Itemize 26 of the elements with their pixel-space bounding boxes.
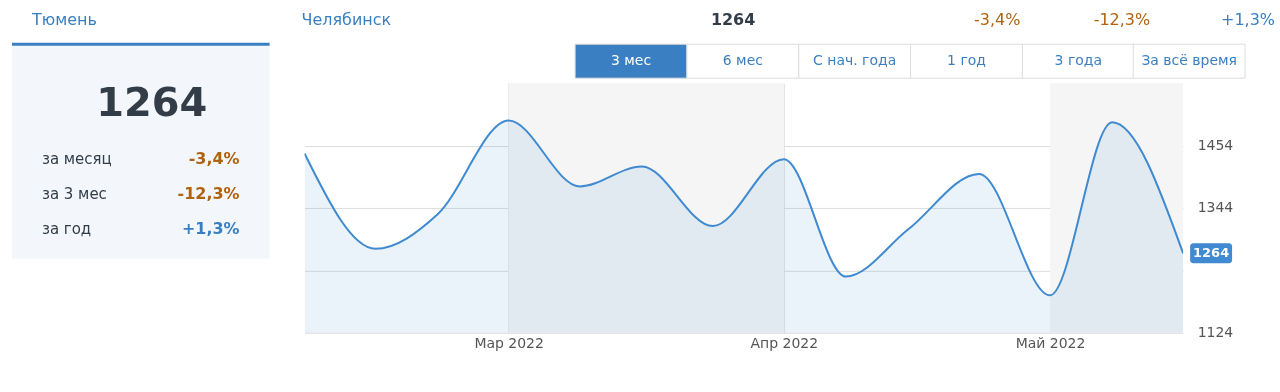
y-tick-label: 1124	[1197, 324, 1234, 341]
text: 1264	[96, 79, 208, 126]
y-tick-label: 1344	[1197, 199, 1234, 216]
x-tick-label: Мар 2022	[474, 335, 544, 352]
text: Челябинск	[301, 10, 392, 30]
text: С нач. года	[813, 52, 897, 69]
text: за месяц	[41, 150, 112, 169]
text: -3,4%	[974, 10, 1021, 30]
text: -12,3%	[1093, 10, 1151, 30]
text: -12,3%	[177, 183, 240, 203]
text: 3 мес	[610, 52, 652, 69]
text: за 3 мес	[41, 184, 107, 203]
y-tick-label: 1454	[1197, 137, 1234, 154]
text: +1,3%	[1221, 10, 1276, 30]
text: 1 год	[947, 52, 986, 69]
x-tick-label: Май 2022	[1015, 335, 1086, 352]
text: 6 мес	[722, 52, 763, 69]
text: 3 года	[1054, 52, 1103, 69]
text: Тюмень	[30, 10, 97, 30]
x-tick-label: Апр 2022	[750, 335, 819, 352]
data-label: 1264	[1193, 245, 1230, 261]
text: за год	[41, 219, 92, 238]
text: -3,4%	[188, 149, 240, 169]
text: За всё время	[1141, 52, 1237, 69]
text: +1,3%	[181, 218, 240, 238]
text: 1264	[710, 10, 756, 30]
